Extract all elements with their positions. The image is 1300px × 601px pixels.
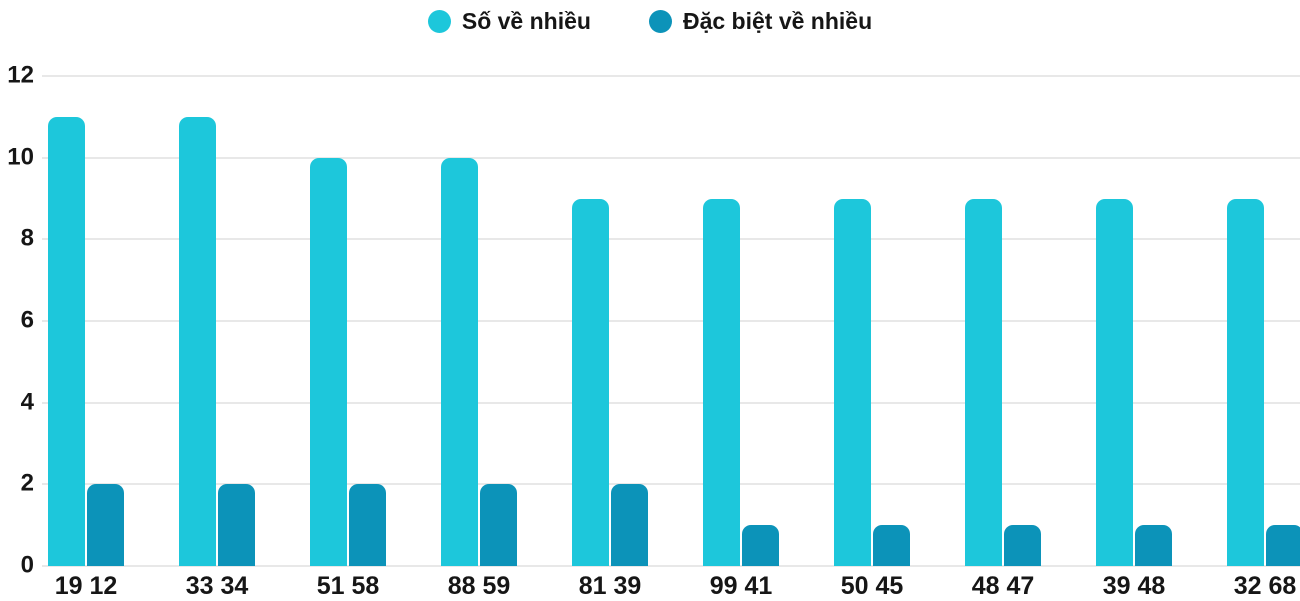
bar-dac-biet-ve-nhieu (611, 484, 648, 566)
x-axis-category-label: 32 68 (1233, 572, 1297, 600)
bar-dac-biet-ve-nhieu (87, 484, 124, 566)
gridline (42, 483, 1300, 486)
bar-dac-biet-ve-nhieu (218, 484, 255, 566)
y-axis-tick-label: 4 (20, 388, 34, 416)
bar-so-ve-nhieu (1227, 198, 1264, 566)
bar-dac-biet-ve-nhieu (742, 525, 779, 566)
x-axis-category-label: 48 47 (971, 572, 1035, 600)
x-axis-category-label: 39 48 (1102, 572, 1166, 600)
legend-dot-icon (648, 10, 672, 33)
bar-so-ve-nhieu (965, 198, 1002, 566)
bar-so-ve-nhieu (48, 116, 85, 566)
x-axis-category-label: 88 59 (447, 572, 511, 600)
x-axis-category-label: 50 45 (840, 572, 904, 600)
legend-label: Đặc biệt về nhiều (682, 8, 873, 34)
gridline (42, 565, 1300, 567)
bar-so-ve-nhieu (179, 116, 216, 566)
bar-dac-biet-ve-nhieu (1004, 525, 1041, 566)
bar-dac-biet-ve-nhieu (349, 484, 386, 566)
gridline (42, 401, 1300, 404)
bar-so-ve-nhieu (441, 157, 478, 566)
gridline (42, 238, 1300, 241)
y-axis-tick-label: 12 (7, 61, 34, 89)
bar-dac-biet-ve-nhieu (873, 525, 910, 566)
legend-label: Số về nhiều (461, 8, 591, 34)
bar-so-ve-nhieu (310, 157, 347, 566)
legend-dot-icon (427, 10, 451, 33)
x-axis-category-label: 19 12 (54, 572, 118, 600)
legend-item-so-ve-nhieu[interactable]: Số về nhiều (427, 8, 591, 35)
x-axis-category-label: 51 58 (316, 572, 380, 600)
y-axis-tick-label: 10 (7, 143, 34, 171)
bar-so-ve-nhieu (572, 198, 609, 566)
y-axis-tick-label: 8 (20, 224, 34, 252)
legend-item-dac-biet-ve-nhieu[interactable]: Đặc biệt về nhiều (648, 8, 873, 35)
bar-so-ve-nhieu (703, 198, 740, 566)
y-axis-tick-label: 0 (20, 551, 34, 579)
x-axis-category-label: 33 34 (185, 572, 249, 600)
gridline (42, 156, 1300, 159)
bar-so-ve-nhieu (834, 198, 871, 566)
chart-legend: Số về nhiều Đặc biệt về nhiều (0, 8, 1300, 35)
gridline (42, 320, 1300, 322)
bar-so-ve-nhieu (1096, 198, 1133, 566)
bar-dac-biet-ve-nhieu (480, 484, 517, 566)
bar-dac-biet-ve-nhieu (1135, 525, 1172, 566)
x-axis-category-label: 99 41 (709, 572, 773, 600)
y-axis-tick-label: 6 (20, 306, 34, 334)
y-axis-tick-label: 2 (20, 469, 34, 497)
bar-dac-biet-ve-nhieu (1266, 525, 1300, 566)
gridline (42, 75, 1300, 77)
x-axis-category-label: 81 39 (578, 572, 642, 600)
